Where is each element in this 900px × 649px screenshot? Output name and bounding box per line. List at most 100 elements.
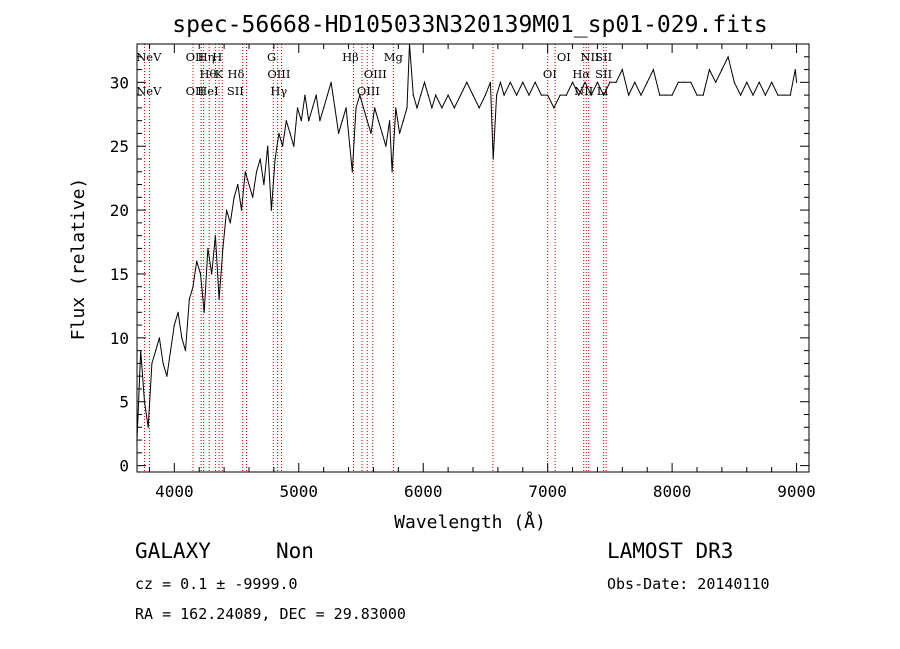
spectrum-point — [584, 81, 586, 83]
line-label: NeV — [136, 84, 162, 98]
spectrum-point — [196, 260, 198, 262]
spectrum-point — [603, 94, 605, 96]
reference-lines — [143, 44, 607, 472]
object-class: GALAXY — [135, 539, 211, 563]
spectrum-point — [366, 120, 368, 122]
spectrum-point — [211, 273, 213, 275]
spectrum-point — [323, 107, 325, 109]
spectrum-point — [188, 298, 190, 301]
spectrum-point — [399, 132, 401, 134]
spectrum-point — [226, 209, 228, 211]
spectrum-point — [746, 81, 748, 83]
spectrum-point — [416, 107, 418, 109]
spectrum-point — [162, 362, 164, 364]
spectrum-point — [484, 94, 486, 96]
spectrum-point — [420, 94, 422, 96]
spectrum-point — [278, 132, 280, 134]
y-tick-label: 20 — [110, 201, 129, 220]
spectrum-point — [391, 171, 393, 173]
spectrum-point — [300, 120, 302, 122]
spectrum-point — [472, 94, 474, 96]
spectrum-point — [547, 94, 549, 96]
line-label: Hδ — [227, 67, 244, 81]
spectrum-point — [783, 94, 785, 96]
spectrum-point — [351, 171, 353, 173]
spectrum-point — [304, 94, 306, 96]
plot-frame — [136, 43, 810, 473]
line-label: H — [212, 50, 222, 64]
x-tick-label: 6000 — [404, 482, 443, 501]
spectrum-point — [621, 69, 623, 71]
spectrum-point — [634, 81, 636, 83]
y-tick-label: 5 — [119, 393, 129, 412]
spectrum-point — [355, 107, 357, 109]
spectrum-point — [652, 69, 655, 71]
spectrum-point — [794, 69, 796, 71]
x-tick-label: 5000 — [280, 482, 319, 501]
line-label: G — [267, 50, 276, 64]
spectrum-point — [203, 311, 205, 313]
spectrum-point — [296, 107, 299, 109]
x-tick-labels: 4000 5000 6000 7000 8000 9000 — [155, 482, 816, 501]
line-label: Hη — [198, 50, 215, 64]
spectrum-point — [659, 94, 661, 96]
spectrum-point — [528, 94, 530, 96]
spectrum-point — [181, 337, 183, 339]
spectrum-point — [777, 94, 779, 96]
spectrum-point — [319, 120, 321, 122]
spectrum-point — [696, 94, 698, 96]
spectrum-point — [349, 145, 351, 147]
spectrum-point — [489, 81, 491, 83]
spectrum-point — [263, 183, 265, 186]
spectrum-point — [395, 107, 397, 109]
spectrum-point — [199, 273, 202, 275]
spectrum-point — [330, 81, 332, 83]
spectrum-point — [233, 196, 235, 198]
line-label: Li — [597, 84, 609, 98]
spectrum-point — [431, 107, 433, 109]
spectrum-point — [255, 171, 258, 173]
line-label: SII — [595, 67, 612, 81]
spectrum-point — [789, 94, 791, 96]
spectrum-point — [553, 107, 555, 109]
spectrum-point — [690, 81, 692, 83]
spectrum-point — [315, 94, 317, 96]
spectrum-point — [377, 120, 379, 122]
spectrum-point — [764, 94, 767, 96]
spectrum-point — [565, 94, 567, 96]
spectrum-point — [534, 81, 536, 83]
spectrum-point — [345, 107, 347, 109]
axis-ticks — [137, 43, 809, 472]
spectrum-point — [516, 94, 518, 96]
line-label: HeI — [197, 84, 218, 98]
spectrum-point — [334, 107, 336, 109]
line-label: OIII — [364, 67, 387, 81]
line-label: Hβ — [342, 50, 359, 64]
redshift-cz: cz = 0.1 ± -9999.0 — [135, 575, 298, 593]
spectrum-point — [496, 94, 498, 96]
spectrum-point — [503, 94, 505, 96]
spectrum-point — [684, 81, 686, 83]
x-tick-label: 8000 — [653, 482, 692, 501]
spectrum-point — [370, 132, 372, 134]
spectrum-point — [590, 94, 592, 96]
spectrum-point — [244, 171, 246, 173]
spectrum-point — [381, 132, 383, 134]
spectrum-point — [572, 81, 574, 83]
spectrum-point — [177, 311, 179, 313]
spectrum-point — [362, 107, 365, 109]
spectrum-point — [671, 94, 673, 96]
spectrum-point — [412, 94, 414, 96]
spectrum-point — [640, 94, 642, 96]
spectrum-point — [596, 81, 599, 83]
spectrum-point — [374, 107, 376, 109]
spectrum-point — [170, 350, 172, 352]
spectrum-point — [402, 120, 404, 122]
line-label: OI — [543, 67, 557, 81]
x-tick-label: 9000 — [777, 482, 816, 501]
spectrum-point — [222, 247, 224, 249]
line-label: Hθ — [199, 67, 216, 81]
spectrum-point — [727, 56, 729, 58]
spectrum-point — [259, 158, 261, 160]
